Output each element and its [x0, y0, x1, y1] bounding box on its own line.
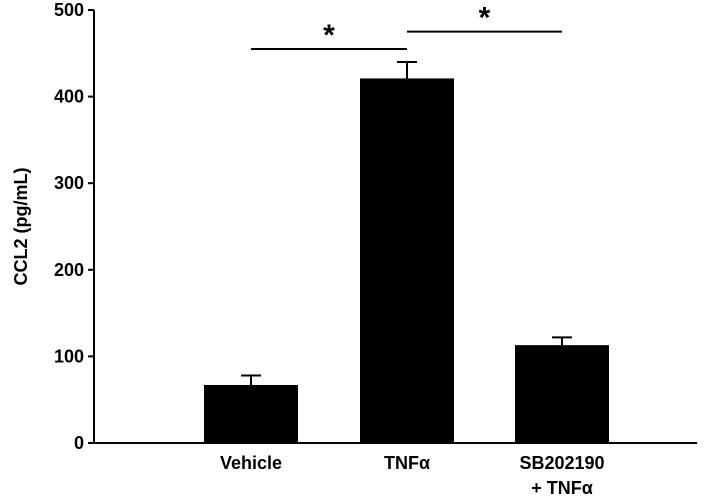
- x-tick-label-line: Vehicle: [220, 453, 282, 473]
- x-tick-label: TNFα: [384, 453, 430, 473]
- significance-label: *: [479, 2, 491, 35]
- x-tick-label-line: TNFα: [384, 453, 430, 473]
- y-ticks: 0 100 200 300 400 500: [54, 0, 94, 453]
- significance-annotations: **: [251, 2, 562, 52]
- x-tick-label-line: + TNFα: [531, 478, 593, 498]
- significance-label: *: [323, 19, 335, 52]
- y-tick-label: 300: [54, 173, 84, 193]
- bar: [360, 78, 454, 443]
- x-tick-label: SB202190 + TNFα: [519, 453, 604, 498]
- error-bars: [241, 60, 572, 385]
- bar: [515, 345, 609, 443]
- y-tick-label: 0: [74, 433, 84, 453]
- x-tick-label: Vehicle: [220, 453, 282, 473]
- y-tick-label: 400: [54, 87, 84, 107]
- y-tick-label: 100: [54, 346, 84, 366]
- x-tick-labels: Vehicle TNFα SB202190 + TNFα: [220, 453, 605, 498]
- y-axis-label: CCL2 (pg/mL): [11, 168, 31, 286]
- bar: [204, 384, 298, 443]
- bars: [204, 78, 609, 443]
- y-tick-label: 200: [54, 260, 84, 280]
- y-tick-label: 500: [54, 0, 84, 20]
- x-tick-label-line: SB202190: [519, 453, 604, 473]
